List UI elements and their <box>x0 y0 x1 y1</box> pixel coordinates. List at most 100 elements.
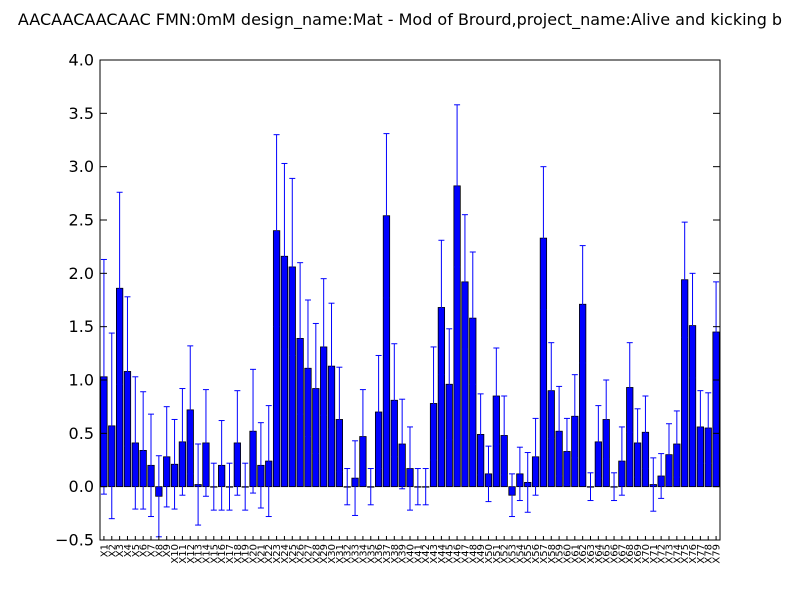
error-bar-X43 <box>430 346 437 461</box>
x-tick-label: X5 <box>131 544 142 557</box>
y-tick-label: 2.5 <box>69 211 94 230</box>
x-tick-label: X61 <box>570 544 581 564</box>
x-tick-label: X71 <box>649 544 660 564</box>
x-tick-label: X17 <box>225 544 236 564</box>
x-tick-label: X52 <box>500 544 511 564</box>
x-tick-label: X19 <box>241 544 252 564</box>
error-bar-X64 <box>595 405 602 479</box>
error-bar-X74 <box>673 410 680 478</box>
error-bar-X17 <box>226 462 233 511</box>
error-bar-X60 <box>563 417 570 486</box>
error-bar-X25 <box>289 177 296 356</box>
x-tick-label: X15 <box>209 544 220 564</box>
error-bar-X5 <box>132 376 139 510</box>
error-bar-X77 <box>697 390 704 464</box>
error-bar-X45 <box>446 328 453 441</box>
error-bar-X7 <box>148 413 155 518</box>
y-tick-label: 1.5 <box>69 317 94 336</box>
x-tick-label: X76 <box>688 544 699 564</box>
x-tick-label: X13 <box>194 544 205 564</box>
error-bar-X36 <box>375 354 382 470</box>
x-tick-label: X66 <box>610 544 621 564</box>
x-tick-label: X55 <box>523 544 534 564</box>
error-bar-X20 <box>250 368 257 494</box>
x-tick-label: X67 <box>617 544 628 564</box>
x-tick-label: X23 <box>272 544 283 564</box>
error-bar-X71 <box>650 457 657 512</box>
x-tick-label: X59 <box>555 544 566 564</box>
error-bar-X51 <box>493 347 500 445</box>
error-bar-X72 <box>658 453 665 499</box>
error-bar-X52 <box>501 395 508 476</box>
error-bar-X28 <box>312 322 319 455</box>
x-tick-label: X57 <box>539 544 550 564</box>
x-tick-label: X47 <box>460 544 471 564</box>
x-tick-label: X75 <box>680 544 691 564</box>
error-bar-X34 <box>359 389 366 484</box>
error-bar-X70 <box>642 395 649 470</box>
error-bar-X54 <box>516 446 523 502</box>
y-tick-label: 3.5 <box>69 104 94 123</box>
error-bar-X13 <box>195 443 202 526</box>
error-bar-X68 <box>626 342 633 433</box>
x-tick-label: X12 <box>186 544 197 564</box>
x-tick-label: X35 <box>366 544 377 564</box>
error-bar-X16 <box>218 420 225 511</box>
error-bar-X50 <box>485 445 492 503</box>
x-tick-label: X9 <box>162 544 173 557</box>
x-tick-label: X22 <box>264 544 275 564</box>
error-bar-X58 <box>548 342 555 440</box>
x-tick-label: X72 <box>657 544 668 564</box>
x-tick-label: X21 <box>256 544 267 564</box>
x-tick-label: X41 <box>413 544 424 564</box>
x-tick-label: X38 <box>390 544 401 564</box>
error-bar-X75 <box>681 221 688 338</box>
x-tick-label: X18 <box>233 544 244 564</box>
error-bar-X37 <box>383 133 390 299</box>
x-tick-label: X31 <box>335 544 346 564</box>
x-tick-label: X43 <box>429 544 440 564</box>
error-bar-X59 <box>556 385 563 477</box>
error-bar-X39 <box>399 398 406 490</box>
x-tick-label: X69 <box>633 544 644 564</box>
error-bar-X18 <box>234 390 241 496</box>
error-bar-X2 <box>108 332 115 520</box>
x-tick-label: X48 <box>468 544 479 564</box>
error-bar-X46 <box>454 104 461 268</box>
x-tick-label: X65 <box>602 544 613 564</box>
error-bar-X3 <box>116 191 123 385</box>
y-tick-label: 0.5 <box>69 424 94 443</box>
x-tick-label: X4 <box>123 544 134 557</box>
error-bar-X57 <box>540 166 547 311</box>
x-tick-label: X60 <box>562 544 573 564</box>
y-axis: −0.5 0.0 0.5 1.0 1.5 2.0 2.5 3.0 3.5 4.0 <box>55 51 720 550</box>
error-bar-X26 <box>297 262 304 415</box>
error-bar-X49 <box>477 393 484 476</box>
y-tick-label: 3.0 <box>69 157 94 176</box>
error-bar-X38 <box>391 343 398 458</box>
x-tick-label: X73 <box>664 544 675 564</box>
x-tick-label: X79 <box>712 544 723 564</box>
x-tick-label: X64 <box>594 544 605 564</box>
x-tick-label: X25 <box>288 544 299 564</box>
error-bar-X30 <box>328 302 335 430</box>
x-tick-label: X42 <box>421 544 432 564</box>
x-tick-label: X77 <box>696 544 707 564</box>
x-tick-label: X50 <box>484 544 495 564</box>
x-tick-label: X16 <box>217 544 228 564</box>
error-bar-X32 <box>344 468 351 506</box>
x-axis: X1X2X3X4X5X6X7X8X9X10X11X12X13X14X15X16X… <box>99 536 723 564</box>
x-tick-label: X32 <box>343 544 354 564</box>
error-bar-X62 <box>579 245 586 364</box>
x-tick-label: X26 <box>296 544 307 564</box>
error-bar-X69 <box>634 408 641 478</box>
x-tick-label: X39 <box>398 544 409 564</box>
error-bar-X21 <box>257 422 264 509</box>
error-bar-X78 <box>705 392 712 464</box>
error-bar-X61 <box>571 374 578 459</box>
error-bar-X27 <box>304 299 311 438</box>
x-tick-label: X44 <box>437 544 448 564</box>
x-tick-label: X8 <box>154 544 165 557</box>
x-tick-label: X78 <box>704 544 715 564</box>
x-tick-label: X14 <box>201 544 212 564</box>
